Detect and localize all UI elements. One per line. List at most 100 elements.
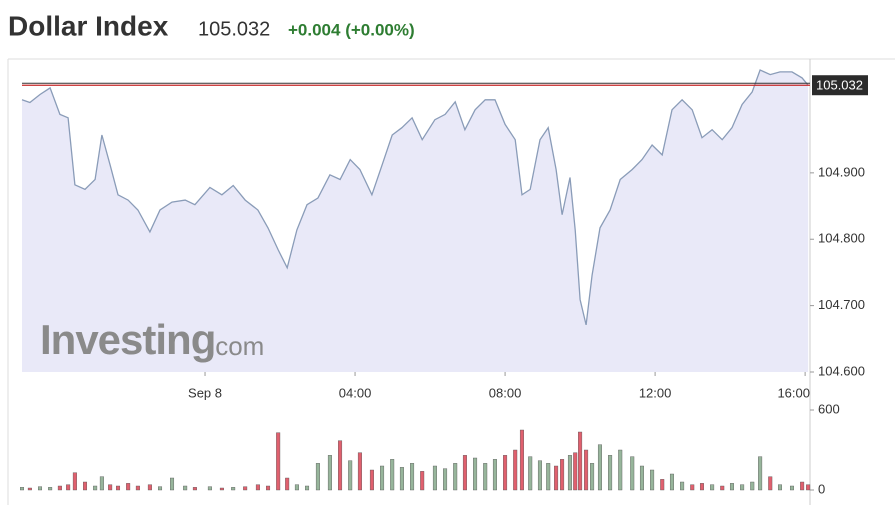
volume-bar <box>369 469 374 491</box>
x-tick-label: 08:00 <box>489 385 522 400</box>
volume-bar <box>443 468 448 491</box>
last-value-label: 105.032 <box>816 78 863 93</box>
volume-bar <box>710 484 715 491</box>
volume-bar <box>327 455 332 491</box>
volume-bar <box>158 486 163 491</box>
volume-bar <box>729 483 734 491</box>
volume-bar <box>546 463 551 491</box>
x-tick-label: 04:00 <box>339 385 372 400</box>
volume-bar <box>650 469 655 491</box>
volume-bar <box>453 463 458 491</box>
volume-bar <box>338 440 343 491</box>
volume-bar <box>294 484 299 491</box>
volume-tick-label: 0 <box>818 481 825 496</box>
volume-bar <box>639 465 644 491</box>
volume-bar <box>768 476 773 491</box>
volume-bar <box>183 485 188 491</box>
volume-bar <box>83 481 88 491</box>
volume-bar <box>513 449 518 491</box>
volume-bar <box>147 484 152 491</box>
price-line <box>21 69 809 326</box>
volume-bar <box>608 455 613 491</box>
volume-bar <box>699 483 704 491</box>
volume-bar <box>560 459 565 491</box>
volume-bar <box>20 487 25 491</box>
change: +0.004 (+0.00%) <box>288 20 415 39</box>
price: 105.032 <box>198 18 270 40</box>
x-tick-label: 12:00 <box>639 385 672 400</box>
x-tick-label: Sep 8 <box>188 385 222 400</box>
volume-bar <box>740 484 745 491</box>
volume-bar <box>285 477 290 491</box>
volume-bar <box>399 467 404 491</box>
y-tick-label: 104.900 <box>818 164 865 179</box>
volume-bar <box>462 455 467 491</box>
volume-bar <box>243 486 248 491</box>
volume-bar <box>537 460 542 491</box>
volume-bar <box>590 463 595 491</box>
volume-bar <box>573 452 578 491</box>
volume-bar <box>630 456 635 491</box>
price-area <box>22 70 809 372</box>
volume-bar <box>57 485 62 491</box>
volume-bar <box>432 465 437 491</box>
volume-bar <box>584 449 589 491</box>
volume-bar <box>266 485 271 491</box>
volume-bar <box>750 481 755 491</box>
volume-bar <box>492 459 497 491</box>
volume-bar <box>192 487 197 491</box>
last-value-box <box>812 75 868 96</box>
volume-bar <box>554 465 559 491</box>
volume-bar <box>800 481 805 491</box>
volume-bar <box>567 455 572 491</box>
volume-bar <box>170 477 175 491</box>
volume-tick-label: 600 <box>818 401 840 416</box>
volume-bar <box>483 463 488 491</box>
volume-bar <box>135 485 140 491</box>
volume-bar <box>93 485 98 491</box>
volume-bar <box>528 456 533 491</box>
volume-bar <box>519 429 524 491</box>
watermark-brand: Investing <box>40 316 215 363</box>
volume-bar <box>348 460 353 491</box>
volume-bar <box>305 485 310 491</box>
volume-bar <box>789 485 794 491</box>
volume-bar <box>219 487 224 491</box>
volume-bar <box>806 484 811 491</box>
volume-bar <box>276 432 281 491</box>
volume-bar <box>38 486 43 491</box>
volume-bar <box>66 484 71 491</box>
volume-bar <box>126 483 131 491</box>
title: Dollar Index <box>8 10 169 41</box>
y-tick-label: 104.800 <box>818 231 865 246</box>
volume-bar <box>27 487 32 491</box>
volume-bar <box>758 456 763 491</box>
volume-bar <box>390 459 395 491</box>
volume-bar <box>116 485 121 491</box>
plot: 104.600 104.700 104.800 104.900 Sep 8 04:00 08… <box>20 69 868 496</box>
volume-bar <box>380 465 385 491</box>
volume-bar <box>669 473 674 491</box>
volume-bar <box>690 484 695 491</box>
volume-bar <box>72 472 77 491</box>
y-tick-label: 104.700 <box>818 297 865 312</box>
volume-bar <box>357 452 362 491</box>
volume-bar <box>720 485 725 491</box>
watermark-suffix: .com <box>208 331 264 361</box>
volume-bar <box>680 481 685 491</box>
x-tick-label: 16:00 <box>777 385 810 400</box>
volume-bar <box>597 444 602 491</box>
volume-bar <box>578 431 583 491</box>
volume-bar <box>315 463 320 491</box>
volume-bar <box>207 486 212 491</box>
volume-bar <box>48 487 53 491</box>
volume-bar <box>503 455 508 491</box>
volume-bar <box>255 484 260 491</box>
volume-bar <box>99 476 104 491</box>
volume-bar <box>108 484 113 491</box>
volume-bar <box>777 484 782 491</box>
volume-bar <box>473 457 478 491</box>
volume-bar <box>618 449 623 491</box>
volume-bar <box>410 463 415 491</box>
